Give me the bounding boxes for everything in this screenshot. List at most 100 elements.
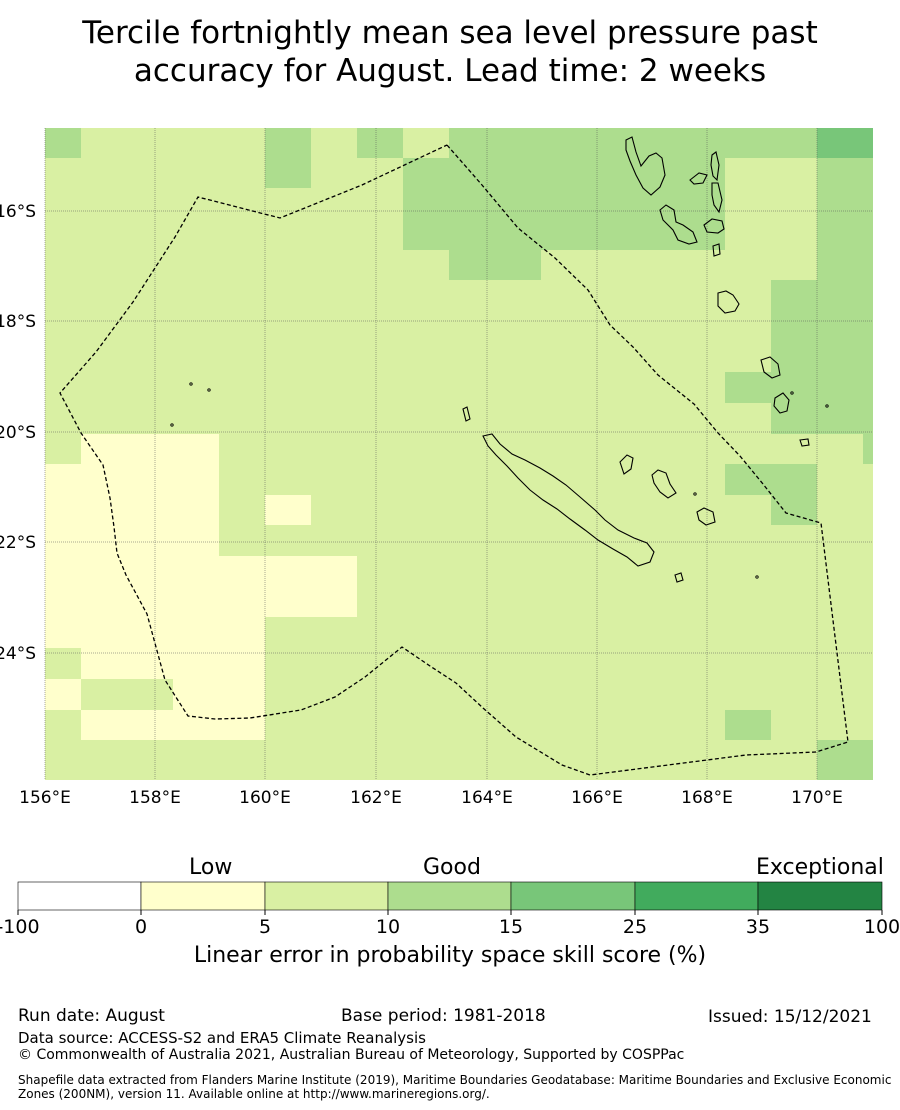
skill-cell: [679, 341, 726, 373]
colorbar-category-exceptional: Exceptional: [756, 855, 884, 880]
skill-cell: [403, 710, 450, 741]
skill-cell: [725, 188, 772, 220]
skill-cell: [633, 587, 680, 618]
skill-cell: [173, 219, 220, 251]
chart-title: Tercile fortnightly mean sea level press…: [0, 14, 900, 90]
skill-cell: [311, 710, 358, 741]
skill-cell: [45, 280, 82, 312]
skill-cell: [81, 372, 128, 404]
skill-cell: [817, 250, 864, 281]
skill-cell: [587, 372, 634, 404]
skill-cell: [173, 617, 220, 649]
skill-cell: [45, 648, 82, 680]
skill-cell: [219, 128, 266, 159]
skill-cell: [771, 341, 818, 373]
skill-cell: [817, 311, 864, 342]
skill-cell: [265, 311, 312, 342]
colorbar-category-good: Good: [423, 855, 481, 880]
skill-cell: [541, 648, 588, 680]
skill-cell: [725, 403, 772, 435]
skill-cell: [541, 341, 588, 373]
skill-cell: [311, 617, 358, 649]
skill-cell: [81, 219, 128, 251]
skill-cell: [863, 128, 873, 159]
skill-cell: [817, 710, 864, 741]
skill-cell: [127, 434, 174, 465]
title-line-2: accuracy for August. Lead time: 2 weeks: [133, 53, 767, 89]
skill-cell: [863, 648, 873, 680]
skill-cell: [127, 495, 174, 526]
skill-cell: [403, 556, 450, 588]
skill-cell: [771, 372, 818, 404]
colorbar-swatch: [387, 881, 512, 911]
skill-cell: [81, 341, 128, 373]
skill-cell: [633, 311, 680, 342]
skill-cell: [81, 495, 128, 526]
skill-cell: [725, 740, 772, 780]
skill-cell: [725, 434, 772, 465]
skill-cell: [265, 434, 312, 465]
skill-cell: [587, 280, 634, 312]
skill-cell: [449, 556, 496, 588]
skill-cell: [403, 341, 450, 373]
colorbar-swatch: [757, 881, 883, 911]
skill-cell: [587, 679, 634, 711]
skill-cell: [357, 740, 404, 780]
island-outline: [689, 172, 708, 185]
skill-cell: [679, 648, 726, 680]
skill-cell: [495, 464, 542, 496]
skill-cell: [357, 219, 404, 251]
skill-cell: [817, 434, 864, 465]
skill-cell: [81, 679, 128, 711]
skill-cell: [265, 188, 312, 220]
skill-cell: [173, 250, 220, 281]
skill-cell: [45, 710, 82, 741]
skill-cell: [357, 188, 404, 220]
island-outline: [711, 182, 723, 214]
skill-cell: [771, 158, 818, 189]
skill-cell: [587, 587, 634, 618]
skill-cell: [403, 434, 450, 465]
skill-cell: [127, 403, 174, 435]
skill-cell: [587, 617, 634, 649]
colorbar-tick-label: 0: [135, 916, 147, 938]
skill-cell: [265, 372, 312, 404]
skill-cell: [725, 587, 772, 618]
skill-cell: [403, 464, 450, 496]
skill-cell: [817, 188, 864, 220]
skill-cell: [495, 434, 542, 465]
skill-cell: [311, 556, 358, 588]
skill-cell: [725, 556, 772, 588]
skill-cell: [633, 464, 680, 496]
island-outline: [462, 406, 471, 422]
skill-cell: [725, 158, 772, 189]
skill-cell: [357, 464, 404, 496]
skill-cell: [449, 434, 496, 465]
skill-cell: [403, 495, 450, 526]
skill-cell: [311, 250, 358, 281]
skill-cell: [495, 311, 542, 342]
island-outline: [674, 572, 684, 583]
skill-cell: [725, 280, 772, 312]
colorbar-tick-label: 100: [864, 916, 900, 938]
skill-cell: [495, 525, 542, 557]
skill-cell: [771, 464, 818, 496]
skill-cell: [311, 648, 358, 680]
skill-cell: [357, 403, 404, 435]
skill-cell: [541, 403, 588, 435]
skill-cell: [311, 464, 358, 496]
skill-cell: [81, 434, 128, 465]
skill-cell: [265, 128, 312, 159]
skill-cell: [219, 648, 266, 680]
y-axis-ticks: 16°S 18°S 20°S 22°S 24°S: [0, 202, 36, 664]
skill-cell: [173, 740, 220, 780]
islet: [755, 575, 759, 579]
skill-cell: [863, 311, 873, 342]
skill-cell: [449, 740, 496, 780]
skill-cell: [265, 219, 312, 251]
skill-cell: [587, 188, 634, 220]
skill-cell: [771, 740, 818, 780]
skill-cell: [633, 495, 680, 526]
skill-cell: [725, 648, 772, 680]
island-outline: [659, 204, 698, 245]
